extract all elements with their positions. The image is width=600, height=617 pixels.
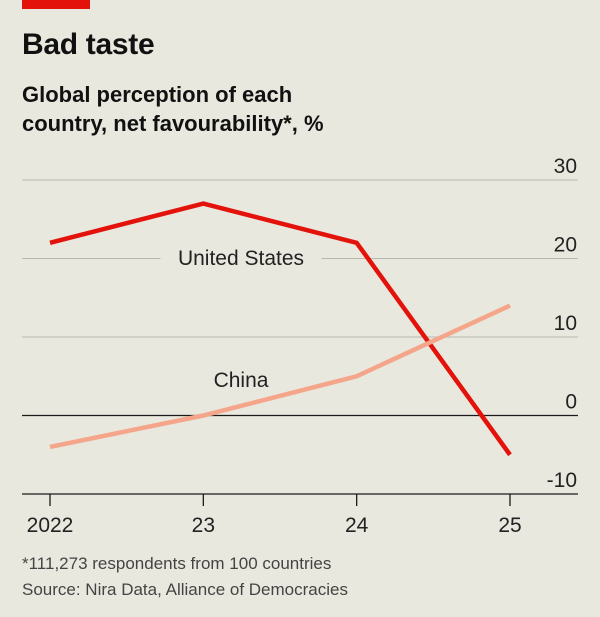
chart-title: Bad taste bbox=[22, 28, 155, 61]
line-chart: United States China 30 20 10 0 -10 2022 23 24 25 bbox=[22, 155, 578, 537]
series-label-united-states: United States bbox=[178, 247, 304, 270]
y-tick-label: 30 bbox=[554, 155, 577, 178]
x-tick-label: 2022 bbox=[27, 514, 74, 537]
series-label-china: China bbox=[214, 369, 269, 392]
source-note: Source: Nira Data, Alliance of Democraci… bbox=[22, 580, 348, 599]
series-line-united-states bbox=[49, 201, 512, 457]
x-tick-label: 25 bbox=[498, 514, 521, 537]
accent-bar bbox=[22, 0, 90, 9]
y-tick-label: -10 bbox=[547, 469, 577, 492]
y-tick-label: 20 bbox=[554, 234, 577, 257]
x-tick-label: 23 bbox=[192, 514, 215, 537]
x-tick-label: 24 bbox=[345, 514, 369, 537]
y-tick-label: 0 bbox=[565, 391, 577, 414]
chart-subtitle: Global perception of each country, net f… bbox=[22, 82, 324, 136]
series-line-china bbox=[49, 303, 511, 450]
series-label-background bbox=[204, 367, 278, 393]
footnote: *111,273 respondents from 100 countries bbox=[22, 554, 332, 573]
series-label-background bbox=[160, 245, 322, 271]
y-tick-label: 10 bbox=[554, 312, 577, 335]
